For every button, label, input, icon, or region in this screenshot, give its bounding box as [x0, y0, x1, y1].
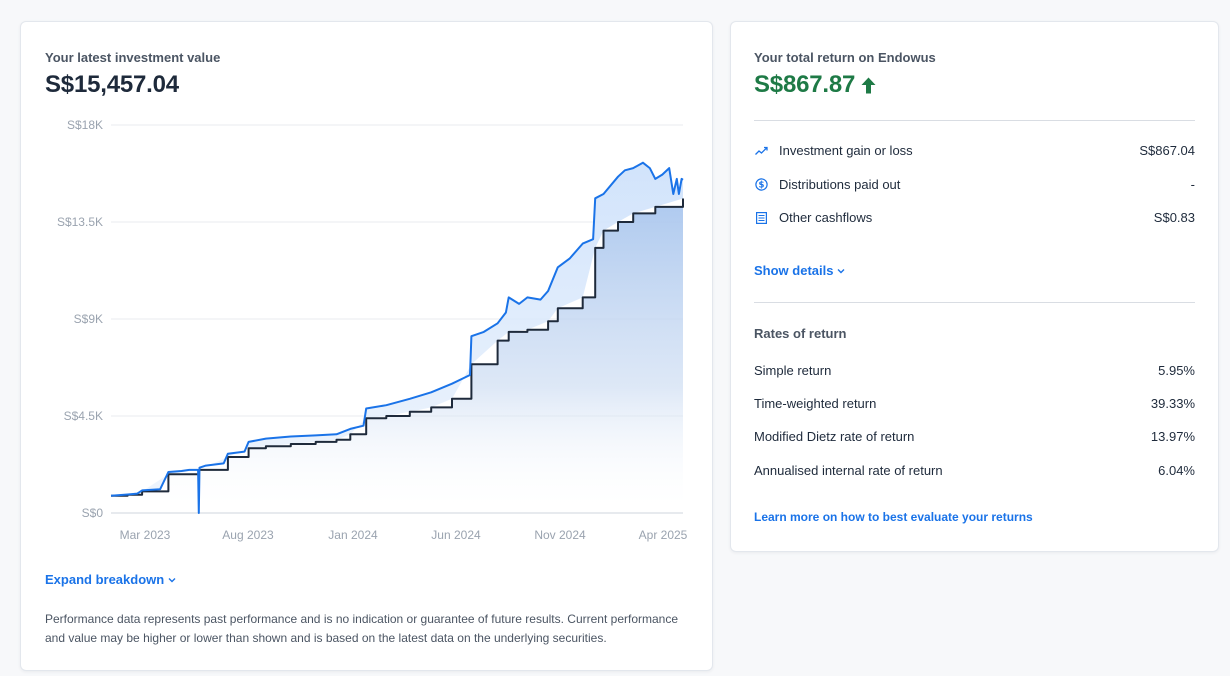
gain-area: [111, 162, 683, 513]
return-breakdown-row: $ Distributions paid out -: [754, 177, 1195, 192]
total-return-label: Your total return on Endowus: [754, 50, 936, 65]
svg-text:$: $: [758, 180, 764, 190]
divider: [754, 302, 1195, 303]
total-return-amount: S$867.87: [754, 71, 856, 98]
total-return-value-row: S$867.87: [754, 71, 876, 99]
chevron-down-icon: [837, 268, 845, 273]
document-list-icon: [754, 211, 768, 225]
chart-y-axis: S$0 S$4.5K S$9K S$13.5K S$18K: [57, 118, 103, 520]
chevron-down-icon: [168, 577, 176, 582]
investment-value-label: Your latest investment value: [45, 50, 221, 65]
y-tick-label: S$4.5K: [64, 409, 103, 423]
divider: [754, 120, 1195, 121]
y-tick-label: S$18K: [67, 118, 103, 132]
return-item-value: S$867.04: [1139, 143, 1195, 158]
return-item-value: -: [1190, 177, 1195, 192]
invested-amount-area: [111, 198, 683, 513]
expand-breakdown-button[interactable]: Expand breakdown: [45, 572, 176, 587]
rate-value: 39.33%: [1150, 396, 1195, 411]
rate-value: 5.95%: [1158, 363, 1195, 378]
rate-label: Modified Dietz rate of return: [754, 429, 915, 444]
rate-row: Time-weighted return 39.33%: [754, 396, 1195, 411]
rates-of-return-title: Rates of return: [754, 326, 847, 341]
investment-performance-chart[interactable]: S$0 S$4.5K S$9K S$13.5K S$18K Mar 2023 Aug 20…: [21, 22, 714, 562]
performance-disclaimer: Performance data represents past perform…: [45, 612, 679, 645]
return-breakdown-row: Investment gain or loss S$867.04: [754, 143, 1195, 158]
x-tick-label: Apr 2025: [639, 528, 688, 542]
y-tick-label: S$0: [82, 506, 104, 520]
investment-value-amount: S$15,457.04: [45, 71, 179, 98]
rate-row: Annualised internal rate of return 6.04%: [754, 463, 1195, 478]
x-tick-label: Jun 2024: [431, 528, 481, 542]
return-item-label: Distributions paid out: [779, 177, 901, 192]
y-tick-label: S$13.5K: [57, 215, 103, 229]
rate-row: Simple return 5.95%: [754, 363, 1195, 378]
investment-value-line: [110, 161, 684, 514]
arrow-up-icon: [861, 77, 876, 93]
dollar-coin-icon: $: [754, 178, 768, 192]
rate-label: Simple return: [754, 363, 832, 378]
x-tick-label: Mar 2023: [120, 528, 171, 542]
show-details-label: Show details: [754, 263, 834, 278]
rate-label: Annualised internal rate of return: [754, 463, 943, 478]
rate-row: Modified Dietz rate of return 13.97%: [754, 429, 1195, 444]
x-tick-label: Jan 2024: [328, 528, 378, 542]
return-breakdown-row: Other cashflows S$0.83: [754, 210, 1195, 225]
expand-breakdown-label: Expand breakdown: [45, 572, 165, 587]
rate-value: 13.97%: [1150, 429, 1195, 444]
net-invested-line: [111, 198, 684, 497]
y-tick-label: S$9K: [74, 312, 103, 326]
x-tick-label: Aug 2023: [222, 528, 274, 542]
investment-value-card: Your latest investment value S$15,457.04…: [20, 21, 713, 671]
rate-label: Time-weighted return: [754, 396, 877, 411]
return-item-label: Investment gain or loss: [779, 143, 913, 158]
return-item-value: S$0.83: [1153, 210, 1195, 225]
learn-more-link[interactable]: Learn more on how to best evaluate your …: [754, 510, 1033, 524]
x-tick-label: Nov 2024: [534, 528, 586, 542]
rate-value: 6.04%: [1158, 463, 1195, 478]
show-details-button[interactable]: Show details: [754, 263, 845, 278]
total-return-card: Your total return on Endowus S$867.87 In…: [730, 21, 1219, 552]
return-item-label: Other cashflows: [779, 210, 873, 225]
chart-x-axis: Mar 2023 Aug 2023 Jan 2024 Jun 2024 Nov 2024…: [120, 528, 688, 542]
trend-line-icon: [754, 144, 768, 158]
